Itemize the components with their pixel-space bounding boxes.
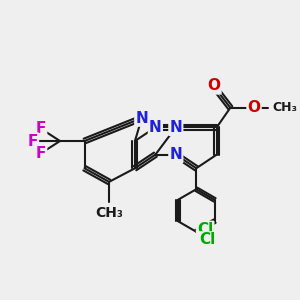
Text: O: O (208, 79, 220, 94)
Text: CH₃: CH₃ (273, 101, 298, 114)
Text: F: F (36, 121, 46, 136)
Text: F: F (36, 146, 46, 161)
Text: N: N (169, 120, 182, 135)
Text: Cl: Cl (197, 222, 213, 237)
Text: N: N (169, 147, 182, 162)
Text: N: N (149, 120, 162, 135)
Text: CH₃: CH₃ (95, 206, 123, 220)
Text: Cl: Cl (199, 232, 215, 247)
Text: F: F (28, 134, 38, 148)
Text: O: O (248, 100, 260, 115)
Text: N: N (135, 111, 148, 126)
